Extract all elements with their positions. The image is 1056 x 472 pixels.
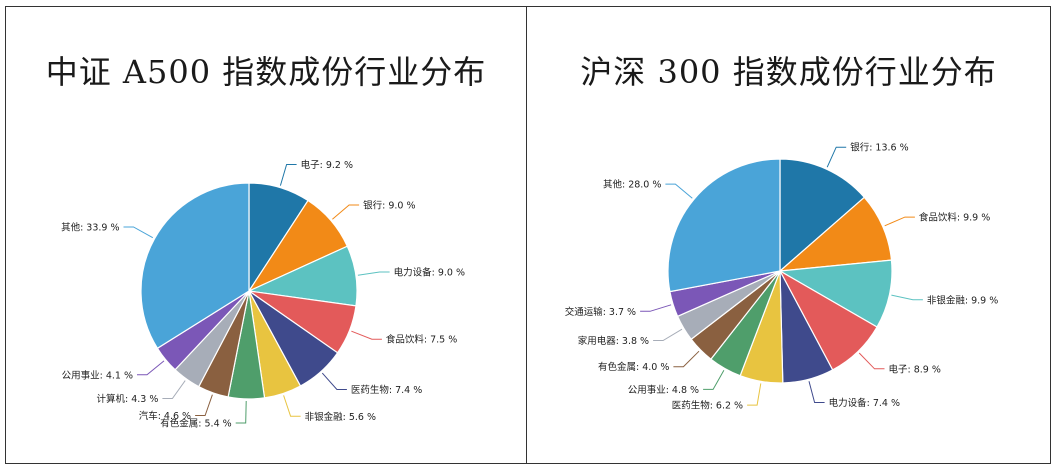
leader-line bbox=[891, 295, 923, 300]
slice-label: 食品饮料: 9.9 % bbox=[919, 212, 990, 224]
slice-label: 家用电器: 3.8 % bbox=[578, 335, 649, 347]
slice-label: 计算机: 4.3 % bbox=[97, 393, 159, 405]
slice-label: 银行: 13.6 % bbox=[850, 142, 908, 154]
slice-label: 公用事业: 4.8 % bbox=[628, 384, 699, 396]
slice-label: 电力设备: 9.0 % bbox=[394, 267, 465, 279]
slice-label: 医药生物: 7.4 % bbox=[351, 384, 422, 396]
leader-line bbox=[859, 353, 884, 369]
leader-line bbox=[124, 227, 153, 238]
slice-label: 电力设备: 7.4 % bbox=[829, 397, 900, 409]
slice-label: 非银金融: 5.6 % bbox=[305, 411, 376, 423]
slice-label: 其他: 33.9 % bbox=[61, 222, 119, 234]
leader-line bbox=[284, 395, 301, 416]
slice-label: 电子: 8.9 % bbox=[889, 363, 941, 375]
leader-line bbox=[747, 383, 761, 405]
leader-line bbox=[137, 361, 164, 375]
leader-line bbox=[673, 351, 699, 367]
chart-panel-hs300: 沪深 300 指数成份行业分布 银行: 13.6 % 食品饮料: 9.9 % 非银金… bbox=[526, 6, 1051, 464]
leader-line bbox=[827, 147, 846, 167]
pie-chart-a500: 电子: 9.2 % 银行: 9.0 % 电力设备: 9.0 % 食品饮料: 7.5 %… bbox=[6, 7, 526, 462]
chart-panel-a500: 中证 A500 指数成份行业分布 电子: 9.2 % 银行: 9.0 % 电力设备:… bbox=[5, 6, 527, 464]
leader-line bbox=[332, 205, 359, 219]
slice-label: 食品饮料: 7.5 % bbox=[386, 334, 457, 346]
leader-line bbox=[703, 370, 724, 389]
leader-line bbox=[885, 217, 915, 226]
leader-line bbox=[653, 329, 682, 340]
slice-label: 汽车: 4.6 % bbox=[139, 410, 191, 422]
slice-label: 其他: 28.0 % bbox=[603, 179, 661, 191]
leader-line bbox=[162, 381, 185, 399]
slice-label: 交通运输: 3.7 % bbox=[565, 306, 636, 318]
slice-label: 非银金融: 9.9 % bbox=[927, 294, 998, 306]
slice-label: 银行: 9.0 % bbox=[363, 200, 415, 212]
leader-line bbox=[236, 401, 247, 423]
leader-line bbox=[358, 272, 390, 275]
slice-label: 有色金属: 4.0 % bbox=[598, 361, 669, 373]
leader-line bbox=[665, 184, 692, 198]
leader-line bbox=[809, 381, 825, 402]
leader-line bbox=[280, 165, 296, 186]
leader-line bbox=[322, 373, 347, 389]
leader-line bbox=[640, 305, 671, 312]
leader-line bbox=[351, 331, 382, 339]
slice-label: 公用事业: 4.1 % bbox=[62, 369, 133, 381]
leader-line bbox=[195, 395, 212, 416]
slice-label: 医药生物: 6.2 % bbox=[672, 400, 743, 412]
slice-label: 电子: 9.2 % bbox=[301, 159, 353, 171]
pie-slice bbox=[668, 159, 780, 292]
pie-chart-hs300: 银行: 13.6 % 食品饮料: 9.9 % 非银金融: 9.9 % 电子: 8.9 … bbox=[527, 7, 1050, 462]
